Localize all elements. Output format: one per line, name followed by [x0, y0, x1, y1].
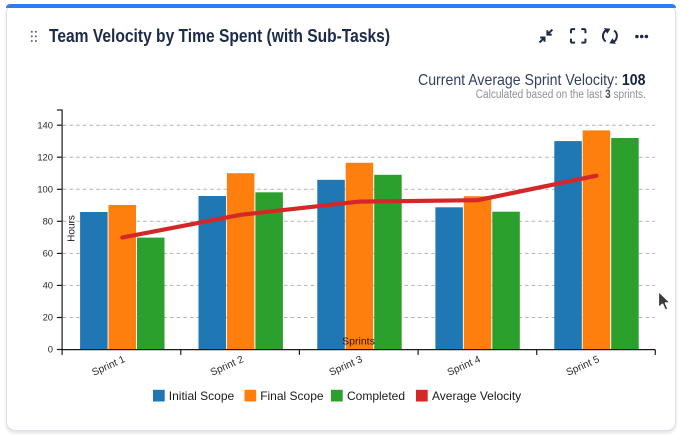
svg-text:20: 20 — [43, 312, 53, 323]
svg-text:100: 100 — [37, 184, 53, 195]
svg-text:Final Scope: Final Scope — [260, 389, 324, 403]
svg-text:Current Average Sprint Velocit: Current Average Sprint Velocity: 108 — [418, 72, 646, 89]
svg-text:Completed: Completed — [347, 389, 405, 403]
svg-text:Sprint 2: Sprint 2 — [209, 354, 246, 378]
svg-text:120: 120 — [37, 151, 53, 162]
svg-text:Initial Scope: Initial Scope — [169, 389, 235, 403]
svg-text:Sprints: Sprints — [342, 336, 375, 348]
svg-text:Sprint 4: Sprint 4 — [446, 354, 483, 378]
svg-text:Average Velocity: Average Velocity — [432, 389, 521, 403]
svg-text:Team Velocity by Time Spent (w: Team Velocity by Time Spent (with Sub-Ta… — [49, 26, 390, 46]
svg-text:140: 140 — [37, 119, 53, 130]
svg-text:60: 60 — [43, 248, 53, 259]
svg-text:Sprint 3: Sprint 3 — [328, 354, 365, 378]
svg-text:40: 40 — [43, 280, 53, 291]
svg-text:Hours: Hours — [67, 215, 78, 242]
svg-text:Calculated based on the last 3: Calculated based on the last 3 sprints. — [476, 89, 646, 101]
svg-text:Sprint 1: Sprint 1 — [91, 354, 128, 378]
svg-text:0: 0 — [48, 344, 53, 355]
svg-text:80: 80 — [43, 216, 53, 227]
svg-text:Sprint 5: Sprint 5 — [565, 354, 602, 378]
